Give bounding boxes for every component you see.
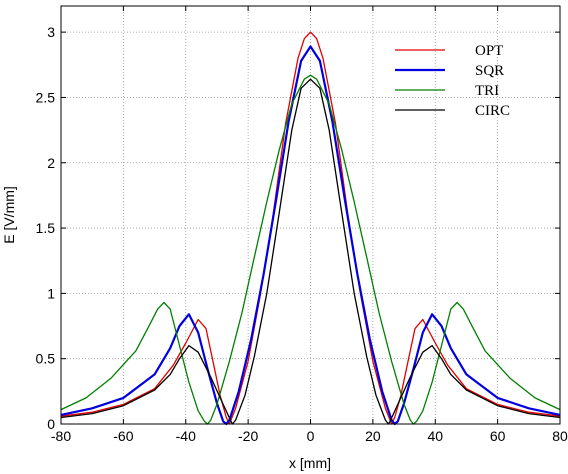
ticks: -80 -60 -40 -20 0 20 40 60 80 0 0.5 1 1.5 2 2.5 3 xyxy=(36,6,568,444)
y-tick-label: 2.5 xyxy=(36,89,56,105)
y-tick-label: 0.5 xyxy=(36,351,56,367)
series-line-opt xyxy=(60,31,561,425)
legend-label-circ: CIRC xyxy=(475,103,510,119)
x-tick-label: 20 xyxy=(365,428,381,444)
series-line-sqr xyxy=(60,45,561,426)
series-layer xyxy=(60,31,561,426)
y-tick-label: 1.5 xyxy=(36,220,56,236)
y-tick-label: 1 xyxy=(47,285,55,301)
series-line-circ xyxy=(60,78,561,425)
y-tick-label: 2 xyxy=(47,155,55,171)
x-tick-label: -60 xyxy=(113,428,133,444)
x-axis-label: x [mm] xyxy=(289,455,331,471)
legend-label-tri: TRI xyxy=(475,83,499,99)
y-tick-label: 3 xyxy=(47,24,55,40)
series-line-tri xyxy=(60,74,561,425)
x-tick-label: 60 xyxy=(490,428,506,444)
x-tick-label: 80 xyxy=(552,428,568,444)
legend-label-opt: OPT xyxy=(475,43,503,59)
x-tick-label: -40 xyxy=(176,428,196,444)
y-axis-label: E [V/mm] xyxy=(1,186,17,244)
y-tick-label: 0 xyxy=(47,416,55,432)
x-tick-label: -80 xyxy=(51,428,71,444)
x-tick-label: -20 xyxy=(238,428,258,444)
legend-label-sqr: SQR xyxy=(475,63,504,79)
x-tick-label: 40 xyxy=(427,428,443,444)
x-tick-label: 0 xyxy=(307,428,315,444)
legend: OPT SQR TRI CIRC xyxy=(395,43,510,119)
